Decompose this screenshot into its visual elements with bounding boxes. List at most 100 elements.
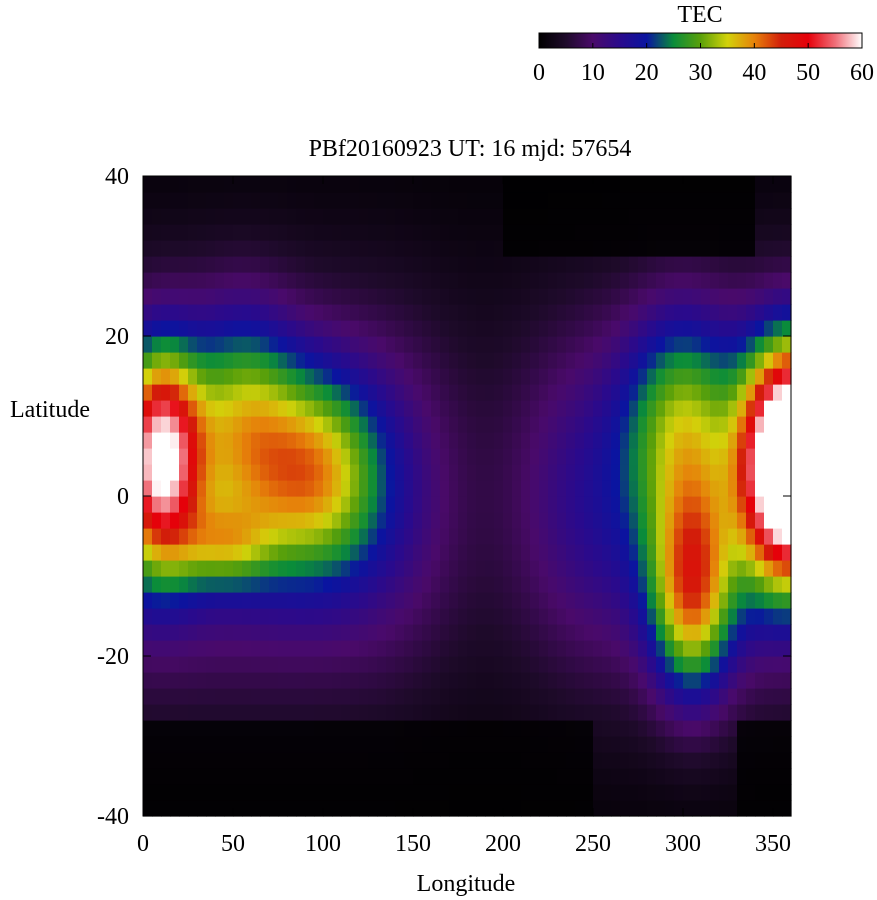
heatmap-cell (359, 432, 369, 449)
heatmap-cell (224, 672, 234, 689)
heatmap-cell (674, 704, 684, 721)
heatmap-cell (440, 256, 450, 273)
heatmap-cell (377, 640, 387, 657)
heatmap-cell (539, 448, 549, 465)
heatmap-cell (638, 736, 648, 753)
heatmap-cell (377, 624, 387, 641)
heatmap-cell (602, 720, 612, 737)
heatmap-cell (206, 208, 216, 225)
heatmap-cell (440, 304, 450, 321)
heatmap-cell (629, 800, 639, 817)
heatmap-cell (296, 576, 306, 593)
heatmap-cell (458, 672, 468, 689)
heatmap-cell (323, 560, 333, 577)
heatmap-cell (512, 688, 522, 705)
heatmap-cell (611, 528, 621, 545)
heatmap-cell (233, 368, 243, 385)
heatmap-cell (593, 800, 603, 817)
heatmap-cell (143, 560, 153, 577)
heatmap-cell (242, 192, 252, 209)
heatmap-cell (314, 512, 324, 529)
heatmap-cell (548, 224, 558, 241)
heatmap-cell (377, 368, 387, 385)
heatmap-cell (368, 480, 378, 497)
heatmap-cell (350, 608, 360, 625)
heatmap-cell (530, 352, 540, 369)
heatmap-cell (188, 624, 198, 641)
heatmap-cell (665, 176, 675, 193)
heatmap-cell (278, 656, 288, 673)
heatmap-cell (260, 272, 270, 289)
heatmap-cell (395, 400, 405, 417)
heatmap-cell (719, 304, 729, 321)
heatmap-cell (755, 288, 765, 305)
heatmap-cell (197, 624, 207, 641)
heatmap-cell (287, 608, 297, 625)
heatmap-cell (476, 592, 486, 609)
heatmap-cell (674, 224, 684, 241)
heatmap-cell (359, 720, 369, 737)
heatmap-cell (755, 592, 765, 609)
heatmap-cell (359, 528, 369, 545)
heatmap-cell (260, 800, 270, 817)
heatmap-cell (575, 448, 585, 465)
heatmap-cell (251, 592, 261, 609)
heatmap-cell (575, 800, 585, 817)
heatmap-cell (710, 256, 720, 273)
heatmap-cell (386, 272, 396, 289)
heatmap-cell (287, 736, 297, 753)
heatmap-cell (476, 672, 486, 689)
heatmap-cell (224, 656, 234, 673)
heatmap-cell (386, 496, 396, 513)
heatmap-cell (395, 192, 405, 209)
heatmap-cell (260, 432, 270, 449)
heatmap-cell (269, 576, 279, 593)
heatmap-cell (638, 704, 648, 721)
heatmap-cell (647, 656, 657, 673)
heatmap-cell (188, 352, 198, 369)
heatmap-cell (242, 288, 252, 305)
heatmap-cell (323, 480, 333, 497)
heatmap-cell (377, 800, 387, 817)
heatmap-cell (521, 752, 531, 769)
heatmap-cell (620, 448, 630, 465)
heatmap-cell (368, 208, 378, 225)
heatmap-cell (413, 560, 423, 577)
heatmap-cell (269, 608, 279, 625)
heatmap-cell (764, 400, 774, 417)
heatmap-cell (260, 672, 270, 689)
heatmap-cell (503, 704, 513, 721)
heatmap-cell (539, 640, 549, 657)
heatmap-cell (368, 624, 378, 641)
heatmap-cell (584, 288, 594, 305)
heatmap-cell (467, 544, 477, 561)
heatmap-cell (413, 416, 423, 433)
heatmap-cell (251, 560, 261, 577)
heatmap-cell (413, 592, 423, 609)
heatmap-cell (242, 272, 252, 289)
heatmap-cell (521, 720, 531, 737)
heatmap-cell (395, 720, 405, 737)
heatmap-cell (512, 224, 522, 241)
heatmap-cell (782, 352, 792, 369)
heatmap-cell (575, 624, 585, 641)
heatmap-cell (458, 608, 468, 625)
heatmap-cell (728, 544, 738, 561)
heatmap-cell (764, 432, 774, 449)
heatmap-cell (548, 368, 558, 385)
heatmap-cell (737, 624, 747, 641)
heatmap-cell (170, 176, 180, 193)
heatmap-cell (755, 736, 765, 753)
heatmap-cell (341, 416, 351, 433)
heatmap-cell (449, 688, 459, 705)
heatmap-cell (305, 320, 315, 337)
heatmap-cell (206, 192, 216, 209)
heatmap-cell (215, 704, 225, 721)
heatmap-cell (764, 608, 774, 625)
heatmap-cell (530, 480, 540, 497)
heatmap-cell (422, 752, 432, 769)
heatmap-cell (485, 752, 495, 769)
heatmap-cell (296, 496, 306, 513)
heatmap-cell (521, 176, 531, 193)
heatmap-cell (737, 224, 747, 241)
